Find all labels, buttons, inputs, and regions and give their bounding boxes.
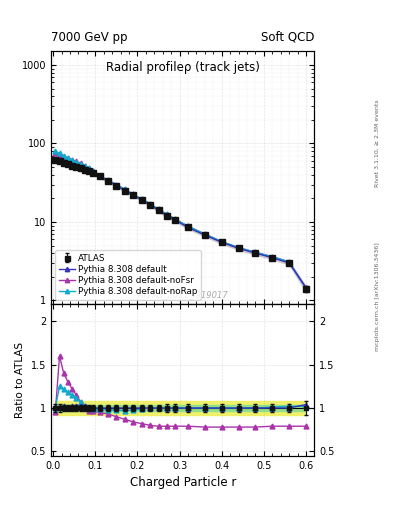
Line: Pythia 8.308 default-noFsr: Pythia 8.308 default-noFsr: [53, 151, 309, 290]
Pythia 8.308 default-noRap: [148, 201, 152, 207]
Pythia 8.308 default-noRap: [70, 157, 75, 163]
Legend: ATLAS, Pythia 8.308 default, Pythia 8.308 default-noFsr, Pythia 8.308 default-no: ATLAS, Pythia 8.308 default, Pythia 8.30…: [55, 250, 201, 300]
Pythia 8.308 default-noRap: [66, 155, 70, 161]
Pythia 8.308 default: [304, 285, 309, 291]
Pythia 8.308 default-noFsr: [236, 245, 241, 251]
Pythia 8.308 default-noFsr: [91, 167, 95, 174]
Pythia 8.308 default-noFsr: [270, 253, 275, 260]
Pythia 8.308 default: [66, 161, 70, 167]
Pythia 8.308 default-noFsr: [139, 196, 144, 202]
Pythia 8.308 default-noFsr: [202, 231, 207, 237]
Pythia 8.308 default-noFsr: [114, 181, 119, 187]
Pythia 8.308 default-noFsr: [148, 201, 152, 207]
Pythia 8.308 default-noRap: [202, 231, 207, 237]
Pythia 8.308 default-noFsr: [253, 249, 258, 255]
Pythia 8.308 default-noRap: [131, 191, 136, 198]
Pythia 8.308 default-noRap: [173, 216, 178, 222]
Pythia 8.308 default-noRap: [287, 259, 292, 265]
Line: Pythia 8.308 default: Pythia 8.308 default: [53, 157, 309, 290]
Pythia 8.308 default-noRap: [270, 253, 275, 260]
Pythia 8.308 default: [114, 183, 119, 189]
Text: mcplots.cern.ch [arXiv:1306.3436]: mcplots.cern.ch [arXiv:1306.3436]: [375, 243, 380, 351]
Pythia 8.308 default-noFsr: [304, 285, 309, 291]
Pythia 8.308 default-noRap: [61, 153, 66, 159]
Pythia 8.308 default: [165, 212, 169, 219]
Pythia 8.308 default-noRap: [83, 163, 87, 169]
Pythia 8.308 default: [53, 156, 58, 162]
Line: Pythia 8.308 default-noRap: Pythia 8.308 default-noRap: [53, 148, 309, 291]
Pythia 8.308 default-noRap: [236, 245, 241, 251]
Pythia 8.308 default-noRap: [185, 223, 190, 229]
Pythia 8.308 default-noRap: [53, 148, 58, 154]
Pythia 8.308 default: [202, 232, 207, 238]
Pythia 8.308 default-noFsr: [219, 239, 224, 245]
Pythia 8.308 default: [270, 254, 275, 261]
Pythia 8.308 default-noRap: [74, 159, 79, 165]
Pythia 8.308 default: [185, 224, 190, 230]
Pythia 8.308 default-noFsr: [86, 165, 91, 172]
Pythia 8.308 default-noFsr: [66, 155, 70, 161]
Pythia 8.308 default-noFsr: [131, 191, 136, 198]
Pythia 8.308 default-noFsr: [123, 186, 127, 193]
Pythia 8.308 default-noFsr: [74, 158, 79, 164]
Pythia 8.308 default: [287, 260, 292, 266]
Pythia 8.308 default-noFsr: [97, 173, 102, 179]
Pythia 8.308 default: [78, 165, 83, 171]
Pythia 8.308 default: [83, 166, 87, 172]
Pythia 8.308 default-noRap: [97, 173, 102, 179]
Pythia 8.308 default-noRap: [219, 239, 224, 245]
Pythia 8.308 default-noFsr: [165, 211, 169, 218]
Pythia 8.308 default-noFsr: [173, 216, 178, 222]
Pythia 8.308 default-noRap: [91, 167, 95, 174]
Text: Rivet 3.1.10, ≥ 2.3M events: Rivet 3.1.10, ≥ 2.3M events: [375, 99, 380, 187]
Pythia 8.308 default-noFsr: [53, 150, 58, 156]
Pythia 8.308 default: [106, 178, 110, 184]
Text: Soft QCD: Soft QCD: [261, 31, 314, 44]
Pythia 8.308 default-noRap: [304, 285, 309, 291]
Pythia 8.308 default: [173, 217, 178, 223]
Pythia 8.308 default: [131, 192, 136, 198]
Pythia 8.308 default-noRap: [165, 211, 169, 218]
Pythia 8.308 default-noRap: [106, 177, 110, 183]
Text: Radial profileρ (track jets): Radial profileρ (track jets): [106, 61, 260, 74]
Pythia 8.308 default-noFsr: [156, 206, 161, 212]
Pythia 8.308 default: [86, 168, 91, 175]
Text: 7000 GeV pp: 7000 GeV pp: [51, 31, 128, 44]
Text: ATLAS_2011_I919017: ATLAS_2011_I919017: [138, 290, 228, 299]
Pythia 8.308 default-noFsr: [70, 157, 75, 163]
Pythia 8.308 default: [148, 202, 152, 208]
Pythia 8.308 default: [74, 163, 79, 169]
Pythia 8.308 default: [70, 162, 75, 168]
Pythia 8.308 default-noRap: [156, 206, 161, 212]
Pythia 8.308 default: [61, 159, 66, 165]
Y-axis label: Ratio to ATLAS: Ratio to ATLAS: [15, 342, 25, 418]
Pythia 8.308 default-noFsr: [287, 259, 292, 265]
Pythia 8.308 default-noRap: [139, 196, 144, 202]
Pythia 8.308 default-noFsr: [185, 223, 190, 229]
Pythia 8.308 default-noFsr: [83, 163, 87, 169]
Pythia 8.308 default-noRap: [78, 161, 83, 167]
Pythia 8.308 default-noRap: [123, 186, 127, 193]
Pythia 8.308 default-noRap: [114, 181, 119, 187]
Pythia 8.308 default: [253, 250, 258, 256]
Pythia 8.308 default: [57, 157, 62, 163]
Pythia 8.308 default: [139, 197, 144, 203]
Pythia 8.308 default: [156, 207, 161, 214]
Pythia 8.308 default-noRap: [253, 249, 258, 255]
Pythia 8.308 default: [91, 170, 95, 176]
Pythia 8.308 default: [97, 174, 102, 180]
Pythia 8.308 default-noFsr: [57, 152, 62, 158]
Pythia 8.308 default: [123, 188, 127, 194]
Pythia 8.308 default: [236, 245, 241, 251]
Pythia 8.308 default-noFsr: [61, 154, 66, 160]
Pythia 8.308 default-noFsr: [106, 177, 110, 183]
Pythia 8.308 default-noFsr: [78, 160, 83, 166]
Pythia 8.308 default-noRap: [86, 165, 91, 172]
X-axis label: Charged Particle r: Charged Particle r: [130, 476, 236, 489]
Pythia 8.308 default-noRap: [57, 150, 62, 156]
Pythia 8.308 default: [219, 239, 224, 245]
